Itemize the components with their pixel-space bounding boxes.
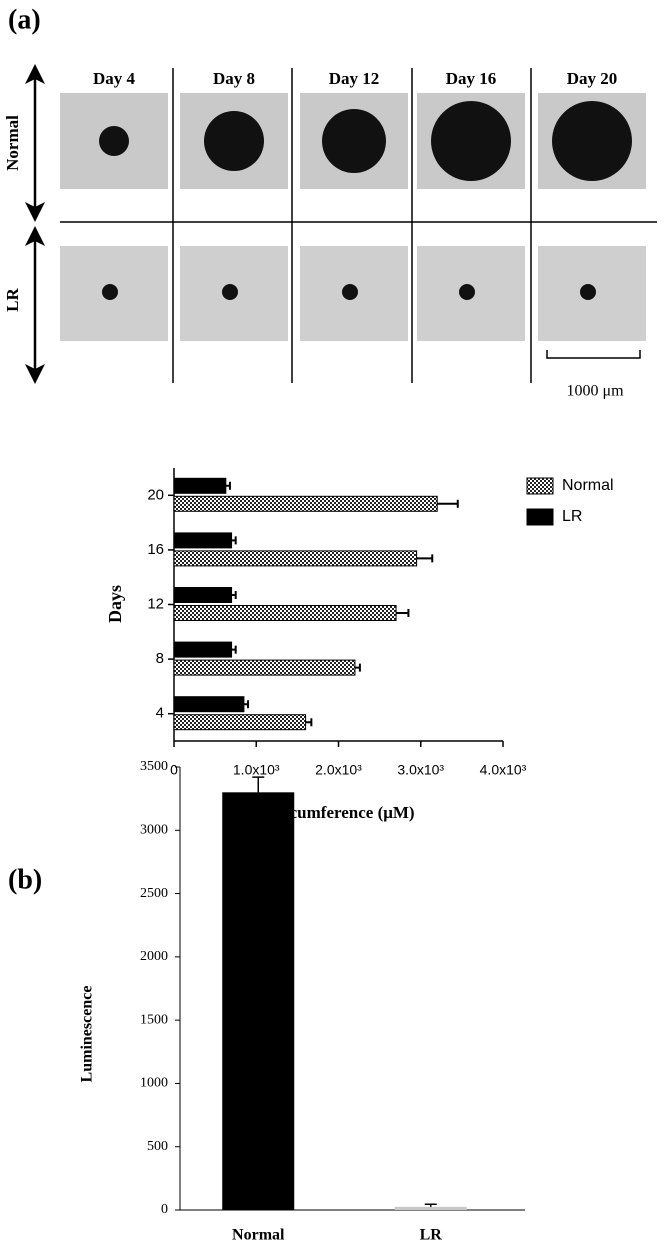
bar [173, 714, 307, 731]
spheroid [459, 284, 475, 300]
bar [173, 495, 438, 512]
error-bar [225, 481, 231, 490]
column-label: Day 12 [329, 69, 380, 88]
spheroid [342, 284, 358, 300]
error-bar [252, 776, 265, 793]
legend-label: Normal [562, 477, 614, 494]
x-tick-label: 3.0x10³ [397, 762, 444, 778]
x-tick-label: 2.0x10³ [315, 762, 362, 778]
legend-swatch [526, 508, 554, 526]
row-label: Normal [3, 115, 22, 171]
y-tick-label: 8 [156, 650, 164, 667]
scale-bar [546, 350, 641, 359]
y-tick-label: 1000 [140, 1076, 168, 1091]
error-bar [231, 645, 237, 654]
y-tick-label: 3500 [140, 759, 168, 774]
bar [173, 605, 397, 621]
error-bar [354, 663, 361, 672]
y-tick-label: 4 [156, 705, 164, 722]
column-label: Day 20 [567, 69, 618, 88]
column-label: Day 8 [213, 69, 255, 88]
spheroid [222, 284, 238, 300]
panel-label: (b) [8, 864, 42, 895]
legend-swatch [526, 477, 554, 495]
bar [173, 696, 245, 713]
y-tick-label: 2500 [140, 886, 168, 901]
bar [173, 532, 233, 549]
y-tick-label: 0 [161, 1202, 168, 1217]
error-bar [424, 1203, 437, 1207]
error-bar [305, 718, 313, 727]
spheroid [580, 284, 596, 300]
x-tick-label: 1.0x10³ [233, 762, 280, 778]
y-tick-label: 2000 [140, 949, 168, 964]
y-axis-title: Luminescence [79, 986, 96, 1083]
column-label: Day 16 [446, 69, 497, 88]
bar [394, 1206, 467, 1210]
panel-label: (a) [8, 4, 41, 35]
legend-label: LR [562, 508, 582, 525]
y-tick-label: 20 [147, 486, 164, 503]
y-tick-label: 1500 [140, 1012, 168, 1027]
scale-label: 1000 μm [566, 383, 624, 400]
x-axis-title: Circumference (μM) [265, 803, 414, 822]
row-label: LR [3, 287, 22, 311]
x-tick-label: Normal [232, 1227, 285, 1244]
bar [173, 550, 418, 567]
spheroid [99, 126, 129, 156]
bar [173, 641, 233, 658]
image-grid [25, 64, 657, 384]
y-tick-label: 500 [147, 1139, 168, 1154]
y-tick-label: 12 [147, 595, 164, 612]
bar [173, 659, 356, 676]
spheroid [322, 109, 386, 173]
x-tick-label: 4.0x10³ [480, 762, 527, 778]
error-bar [231, 591, 237, 599]
error-bar [231, 536, 237, 545]
spheroid [204, 111, 264, 171]
spheroid [431, 101, 511, 181]
bar [173, 477, 227, 494]
y-axis-title: Days [105, 585, 125, 623]
bar [222, 792, 295, 1210]
error-bar [396, 609, 410, 617]
column-label: Day 4 [93, 69, 136, 88]
spheroid [102, 284, 118, 300]
error-bar [243, 700, 250, 709]
spheroid [552, 101, 632, 181]
x-tick-label: LR [420, 1227, 443, 1244]
y-tick-label: 16 [147, 541, 164, 558]
y-tick-label: 3000 [140, 823, 168, 838]
error-bar [437, 499, 459, 508]
bar [173, 587, 233, 603]
x-tick-label: 0 [170, 762, 178, 778]
error-bar [416, 554, 434, 563]
